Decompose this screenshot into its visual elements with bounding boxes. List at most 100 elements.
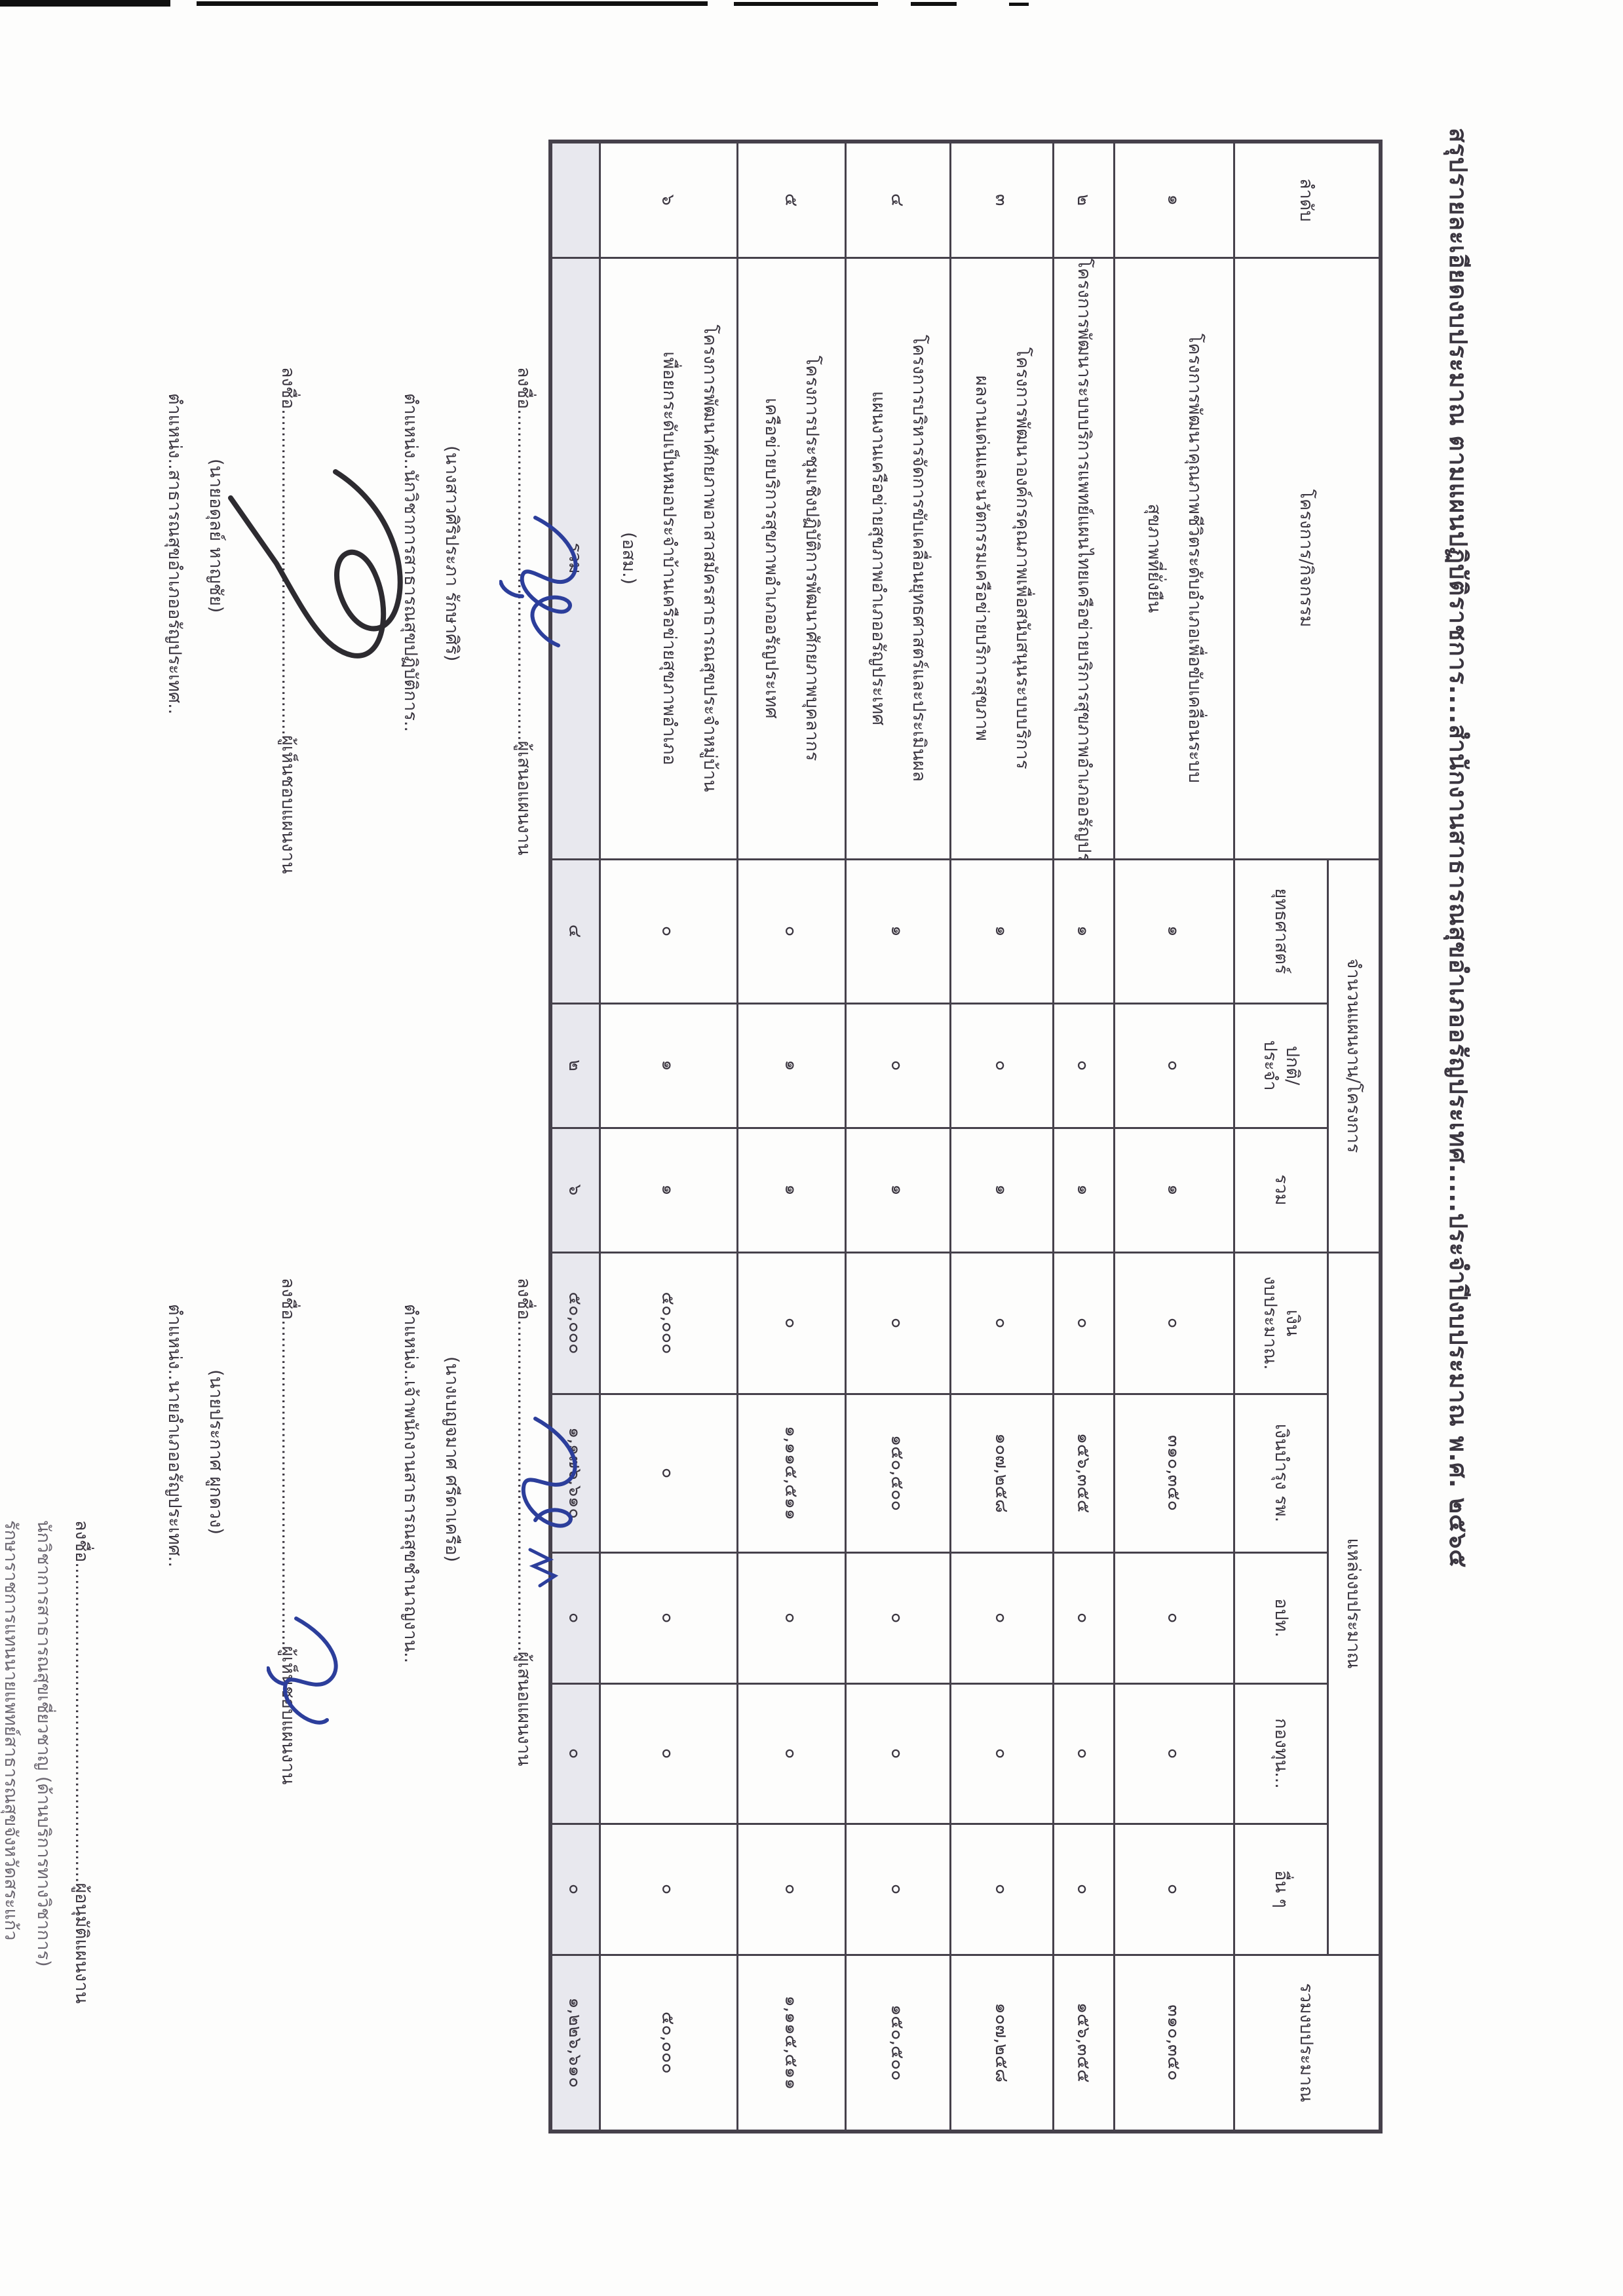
budget-total: ๕๐,๐๐๐	[550, 1252, 600, 1394]
col-header-routine: ปกติ/ ประจำ	[1234, 1003, 1328, 1128]
row-no: ๕	[738, 142, 846, 258]
other-money: ๐	[1115, 1824, 1234, 1955]
other-money: ๐	[846, 1824, 951, 1955]
scan-edge-artifact	[197, 1, 708, 6]
budget-money: ๐	[738, 1252, 846, 1394]
blue-pen-mark	[528, 1548, 559, 1588]
scan-edge-artifact	[911, 2, 957, 6]
col-header-routine-line2: ประจำ	[1260, 1040, 1281, 1091]
grand-total: ๑,๒๒๖,๖๑๐	[550, 1955, 600, 2132]
budget-money: ๐	[1054, 1252, 1115, 1394]
table-row: ๓ โครงการพัฒนาองค์กรคุณภาพเพื่อสนับสนุนร…	[951, 142, 1054, 2132]
routine-count: ๑	[600, 1003, 738, 1128]
budget-summary-table: ลำดับ โครงการ/กิจกรรม จำนวนแผนงาน/โครงกา…	[548, 140, 1383, 2134]
strategy-total: ๔	[550, 859, 600, 1003]
project-name-cell: โครงการพัฒนาระบบบริการแพทย์แผนไทยเครือข่…	[1054, 258, 1115, 859]
budget-money: ๐	[846, 1252, 951, 1394]
project-name-line: โครงการพัฒนาองค์กรคุณภาพเพื่อสนับสนุนระบ…	[1012, 347, 1033, 769]
row-no: ๖	[600, 142, 738, 258]
hospital-fund-money: ๐	[600, 1394, 738, 1552]
local-gov-money: ๐	[600, 1552, 738, 1683]
routine-count: ๐	[1054, 1003, 1115, 1128]
routine-count: ๐	[951, 1003, 1054, 1128]
routine-total: ๒	[550, 1003, 600, 1128]
handwritten-signature-black-a	[228, 469, 403, 659]
scan-edge-artifact	[1009, 3, 1029, 6]
project-name-cell: โครงการพัฒนาศักยภาพอาสาสมัครสาธารณสุขประ…	[600, 258, 738, 859]
hospital-fund-money: ๑,๑๑๕,๕๑๑	[738, 1394, 846, 1552]
strategy-count: ๐	[738, 859, 846, 1003]
grand-total-money: ๑๕๖,๓๕๕	[1054, 1955, 1115, 2132]
grand-total-money: ๑,๑๑๕,๕๑๑	[738, 1955, 846, 2132]
row-total-count: ๑	[738, 1128, 846, 1252]
grand-total-money: ๑๕๐,๕๐๐	[846, 1955, 951, 2132]
budget-money: ๕๐,๐๐๐	[600, 1252, 738, 1394]
col-header-project: โครงการ/กิจกรรม	[1234, 258, 1381, 859]
project-name-line: (อสม.)	[619, 531, 639, 585]
project-name-line: แผนงานเครือข่ายสุขภาพอำเภออรัญประเทศ	[868, 391, 888, 726]
table-row: ๔ โครงการบริหารจัดการขับเคลื่อนยุทธศาสตร…	[846, 142, 951, 2132]
table-total-row: รวม ๔ ๒ ๖ ๕๐,๐๐๐ ๑,๑๗๖,๖๑๐ ๐ ๐ ๐ ๑,๒๒๖,๖…	[550, 142, 600, 2132]
fund-money: ๐	[846, 1683, 951, 1824]
routine-count: ๐	[1115, 1003, 1234, 1128]
table-row: ๒ โครงการพัฒนาระบบบริการแพทย์แผนไทยเครือ…	[1054, 142, 1115, 2132]
routine-count: ๑	[738, 1003, 846, 1128]
handwritten-signature-blue-a	[499, 516, 578, 647]
fund-money: ๐	[738, 1683, 846, 1824]
count-total: ๖	[550, 1128, 600, 1252]
table-row: ๑ โครงการพัฒนาคุณภาพชีวิตระดับอำเภอเพื่อ…	[1115, 142, 1234, 2132]
hospital-fund-money: ๑๕๐,๕๐๐	[846, 1394, 951, 1552]
col-group-plan-count: จำนวนแผนงาน/โครงการ	[1328, 859, 1381, 1252]
sign-line-approver: ลงชื่อ..................................…	[71, 1520, 92, 2004]
scan-edge-artifact	[734, 2, 878, 6]
project-name-cell: โครงการประชุมเชิงปฏิบัติการพัฒนาศักยภาพบ…	[738, 258, 846, 859]
row-total-count: ๑	[600, 1128, 738, 1252]
strategy-count: ๑	[1054, 859, 1115, 1003]
other-money: ๐	[738, 1824, 846, 1955]
row-total-count: ๑	[951, 1128, 1054, 1252]
local-gov-money: ๐	[846, 1552, 951, 1683]
other-money: ๐	[1054, 1824, 1115, 1955]
local-gov-money: ๐	[1115, 1552, 1234, 1683]
col-header-fund: กองทุน...	[1234, 1683, 1328, 1824]
col-header-no: ลำดับ	[1234, 142, 1381, 258]
hospital-fund-money: ๑๐๗,๒๕๘	[951, 1394, 1054, 1552]
sign-position-proposer-b: ตำแหน่ง..เจ้าพนักงานสาธารณสุขชำนาญงาน..	[400, 1304, 421, 1664]
total-row-no	[550, 142, 600, 258]
handwritten-signature-blue-b1	[521, 1417, 577, 1528]
fund-total: ๐	[550, 1683, 600, 1824]
local-gov-money: ๐	[1054, 1552, 1115, 1683]
strategy-count: ๑	[951, 859, 1054, 1003]
grand-total-money: ๕๐,๐๐๐	[600, 1955, 738, 2132]
row-total-count: ๑	[846, 1128, 951, 1252]
project-name-line: เพื่อยกระดับเป็นหมอประจำบ้านเครือข่ายสุข…	[659, 351, 679, 765]
document-title: สรุปรายละเอียดงบประมาณ ตามแผนปฏิบัติราชก…	[1444, 128, 1472, 1569]
sign-position-endorser-b: ตำแหน่ง..นายอำเภออรัญประเทศ..	[164, 1304, 185, 1567]
other-money: ๐	[600, 1824, 738, 1955]
row-no: ๔	[846, 142, 951, 258]
fund-money: ๐	[600, 1683, 738, 1824]
project-name-line: โครงการพัฒนาระบบบริการแพทย์แผนไทยเครือข่…	[1074, 258, 1095, 860]
project-name-line: เครือข่ายบริการสุขภาพอำเภออรัญประเทศ	[761, 398, 782, 719]
budget-money: ๐	[1115, 1252, 1234, 1394]
fund-money: ๐	[1054, 1683, 1115, 1824]
local-gov-money: ๐	[951, 1552, 1054, 1683]
project-name-cell: โครงการพัฒนาคุณภาพชีวิตระดับอำเภอเพื่อขั…	[1115, 258, 1234, 859]
col-group-budget-source: แหล่งงบประมาณ	[1328, 1252, 1381, 1955]
hospital-fund-money: ๑๕๖,๓๕๕	[1054, 1394, 1115, 1552]
fund-money: ๐	[1115, 1683, 1234, 1824]
project-name-line: ผลงานเด่นและนวัตกรรมเครือข่ายบริการสุขภา…	[972, 375, 993, 741]
other-money: ๐	[951, 1824, 1054, 1955]
col-header-routine-line1: ปกติ/	[1282, 1045, 1303, 1086]
col-header-row-total: รวม	[1234, 1128, 1328, 1252]
grand-total-money: ๑๐๗,๒๕๘	[951, 1955, 1054, 2132]
row-no: ๓	[951, 142, 1054, 258]
handwritten-signature-blue-b2	[267, 1617, 338, 1725]
grand-total-money: ๓๑๐,๓๕๐	[1115, 1955, 1234, 2132]
row-total-count: ๑	[1115, 1128, 1234, 1252]
table-header-group-row: ลำดับ โครงการ/กิจกรรม จำนวนแผนงาน/โครงกา…	[1234, 142, 1381, 2132]
strategy-count: ๑	[1115, 859, 1234, 1003]
sign-name-proposer-a: (นางสาวศิริประภา รักษาศิริ)	[442, 446, 462, 662]
strategy-count: ๑	[846, 859, 951, 1003]
